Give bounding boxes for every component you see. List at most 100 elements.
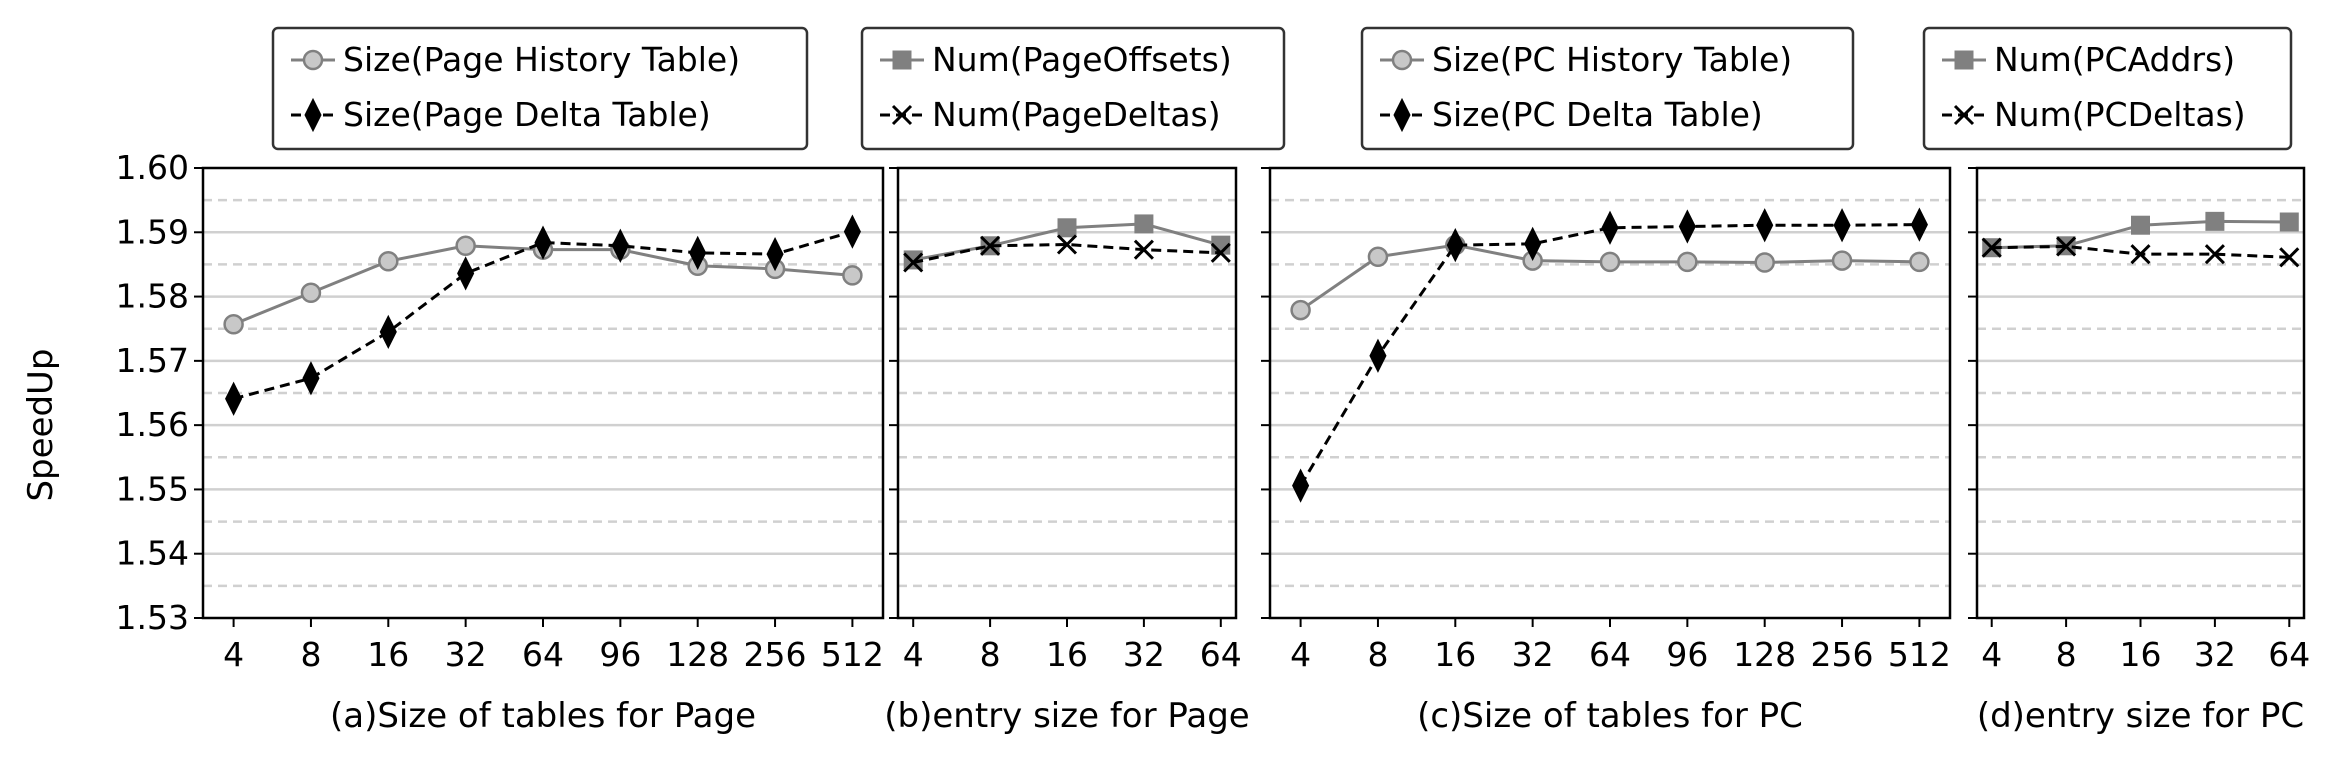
- panel-d: 4 8 16 32 64 (d)entry size for PC Num(PCAddrs)…: [1922, 26, 2310, 736]
- legend: Num(PageOffsets) Num(PageDeltas): [860, 26, 1286, 151]
- data-point: [1056, 234, 1078, 255]
- plot-frame: [896, 166, 1238, 620]
- data-point: [1393, 97, 1411, 133]
- data-point: [304, 97, 322, 133]
- x-axis-title: (d)entry size for PC: [1977, 696, 2304, 736]
- data-point: [1981, 237, 2002, 258]
- x-axis-title: (a)Size of tables for Page: [330, 696, 756, 736]
- data-point: [534, 225, 552, 260]
- data-point: [766, 237, 784, 272]
- x-tick-label: 32: [2194, 635, 2236, 674]
- x-tick-label: 8: [980, 635, 1001, 674]
- legend-label: Num(PageOffsets): [932, 40, 1232, 79]
- data-point: [1290, 299, 1311, 321]
- legend-label: Size(Page Delta Table): [343, 95, 711, 134]
- x-tick-label: 16: [1046, 635, 1088, 674]
- x-tick-label: 64: [2268, 635, 2310, 674]
- data-point: [689, 235, 707, 270]
- x-axis-title: (c)Size of tables for PC: [1417, 696, 1803, 736]
- series-line: [1299, 223, 1920, 487]
- data-point: [2279, 212, 2299, 232]
- y-tick-label: 1.53: [116, 598, 189, 637]
- x-tick-label: 128: [666, 635, 729, 674]
- x-tick-label: 96: [1666, 635, 1708, 674]
- x-tick-label: 64: [1200, 635, 1242, 674]
- x-tick-label: 8: [2056, 635, 2077, 674]
- legend-label: Size(PC History Table): [1432, 40, 1792, 79]
- x-tick-label: 4: [1290, 635, 1311, 674]
- data-point: [1292, 468, 1310, 503]
- legend-label: Size(Page History Table): [343, 40, 740, 79]
- data-point: [892, 50, 912, 70]
- legend-label: Size(PC Delta Table): [1432, 95, 1763, 134]
- series-size-page-delta-table-: [225, 214, 861, 416]
- series-num-pcdeltas-: [1981, 236, 2300, 268]
- x-tick-label: 8: [300, 635, 321, 674]
- data-point: [1677, 251, 1698, 273]
- x-tick-label: 8: [1367, 635, 1388, 674]
- data-point: [891, 104, 913, 126]
- data-point: [1369, 338, 1387, 373]
- data-point: [1754, 252, 1775, 273]
- data-point: [1524, 226, 1542, 261]
- y-tick-label: 1.54: [116, 534, 189, 573]
- x-tick-label: 96: [599, 635, 641, 674]
- data-point: [378, 250, 399, 272]
- data-point: [1367, 246, 1389, 267]
- x-tick-label: 4: [903, 635, 924, 674]
- legend-label: Num(PageDeltas): [932, 95, 1221, 134]
- data-point: [2130, 244, 2151, 265]
- x-tick-label: 64: [522, 635, 564, 674]
- series-line: [912, 242, 1221, 264]
- series-num-pageoffsets-: [903, 214, 1231, 270]
- x-tick-label: 128: [1733, 635, 1796, 674]
- data-point: [1909, 251, 1930, 273]
- x-tick-label: 256: [1811, 635, 1874, 674]
- x-tick-label: 16: [1434, 635, 1476, 674]
- series-size-pc-history-table-: [1290, 234, 1930, 321]
- data-point: [223, 313, 244, 335]
- data-point: [1910, 207, 1928, 242]
- plot-frame: [201, 166, 885, 620]
- data-point: [1391, 49, 1413, 71]
- x-tick-label: 16: [2120, 635, 2162, 674]
- legend: Num(PCAddrs) Num(PCDeltas): [1922, 26, 2293, 151]
- data-point: [455, 235, 476, 257]
- x-tick-label: 16: [367, 635, 409, 674]
- y-tick-label: 1.55: [116, 469, 189, 508]
- data-point: [225, 381, 243, 416]
- x-tick-label: 256: [744, 635, 807, 674]
- plot-frame: [1268, 166, 1952, 620]
- x-tick-label: 4: [223, 635, 244, 674]
- panel-b: 4 8 16 32 64 (b)entry size for Page Num(PageOf…: [860, 26, 1286, 736]
- data-point: [1446, 228, 1464, 263]
- x-tick-label: 32: [445, 635, 487, 674]
- data-point: [1134, 214, 1154, 234]
- data-point: [302, 49, 324, 71]
- data-point: [1678, 209, 1696, 244]
- data-point: [1057, 218, 1077, 238]
- plot-frame: [1975, 166, 2306, 620]
- legend-box: [860, 26, 1286, 151]
- data-point: [1953, 104, 1975, 126]
- data-point: [2204, 244, 2225, 265]
- y-tick-label: 1.56: [116, 405, 189, 444]
- data-point: [903, 252, 924, 273]
- data-point: [2131, 215, 2150, 235]
- series-num-pcaddrs-: [1982, 211, 2299, 258]
- x-tick-label: 512: [821, 635, 884, 674]
- y-axis-title: SpeedUp: [21, 348, 61, 501]
- data-point: [2056, 236, 2077, 257]
- data-point: [1133, 239, 1154, 260]
- data-point: [302, 361, 320, 396]
- data-point: [1756, 208, 1774, 243]
- data-point: [379, 314, 397, 350]
- data-point: [842, 265, 863, 286]
- data-point: [1599, 251, 1621, 273]
- legend: Size(Page History Table) Size(Page Delta …: [271, 26, 809, 151]
- panel-c: 4 8 16 32 64 96 128 256 512 (c)Size of tables for…: [1261, 26, 1952, 736]
- y-tick-label: 1.60: [116, 148, 189, 187]
- data-point: [300, 282, 322, 303]
- legend-label: Num(PCAddrs): [1994, 40, 2235, 79]
- x-tick-label: 32: [1123, 635, 1165, 674]
